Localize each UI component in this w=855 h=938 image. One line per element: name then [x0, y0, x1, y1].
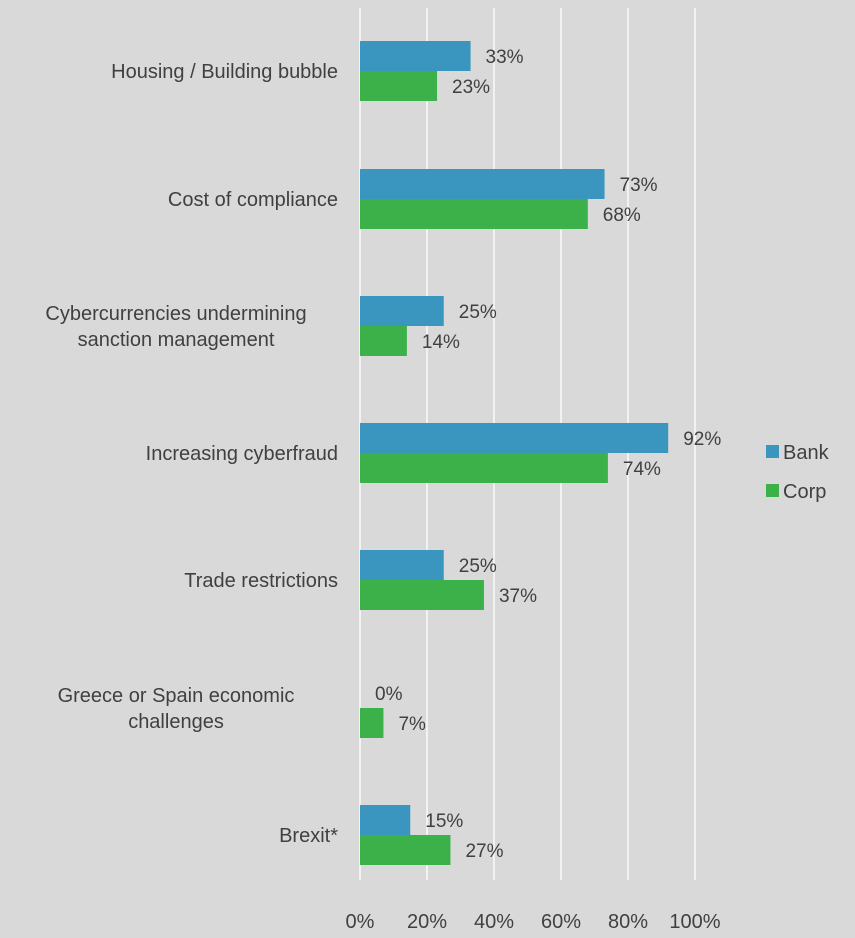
bar-bank-3: [360, 423, 669, 453]
x-tick-label: 0%: [346, 911, 375, 933]
bar-corp-5: [360, 708, 384, 738]
legend: Bank Corp: [766, 442, 830, 503]
x-tick-label: 20%: [407, 911, 447, 933]
bars: [360, 41, 669, 865]
legend-swatch-bank: [766, 445, 779, 458]
value-label-bank: 25%: [459, 556, 497, 577]
category-label: Brexit*: [279, 825, 338, 847]
x-tick-label: 80%: [608, 911, 648, 933]
category-labels: Housing / Building bubble Cost of complia…: [45, 61, 338, 847]
bar-corp-1: [360, 199, 588, 229]
category-label: Housing / Building bubble: [111, 61, 338, 83]
x-tick-label: 60%: [541, 911, 581, 933]
value-label-bank: 33%: [486, 47, 524, 68]
legend-label-corp: Corp: [783, 481, 826, 503]
category-label: Cost of compliance: [168, 189, 338, 211]
value-label-bank: 0%: [375, 684, 403, 705]
x-axis-tick-labels: 0% 20% 40% 60% 80% 100%: [346, 911, 721, 933]
category-label: Cybercurrencies undermining: [45, 303, 306, 325]
bar-corp-6: [360, 835, 451, 865]
bar-bank-6: [360, 805, 411, 835]
bar-corp-4: [360, 580, 484, 610]
value-label-corp: 37%: [499, 586, 537, 607]
value-label-corp: 7%: [398, 714, 426, 735]
bar-bank-1: [360, 169, 605, 199]
value-label-bank: 25%: [459, 302, 497, 323]
x-tick-label: 40%: [474, 911, 514, 933]
category-label: challenges: [128, 711, 224, 733]
value-label-corp: 27%: [465, 841, 503, 862]
value-labels: 33% 73% 25% 92% 25% 0% 15% 23% 68% 14% 74% 37% 7% 27%: [375, 47, 721, 862]
value-label-corp: 14%: [422, 332, 460, 353]
value-label-corp: 23%: [452, 77, 490, 98]
legend-label-bank: Bank: [783, 442, 830, 464]
bar-corp-3: [360, 453, 608, 483]
value-label-corp: 68%: [603, 205, 641, 226]
value-label-bank: 73%: [620, 175, 658, 196]
bar-bank-2: [360, 296, 444, 326]
x-tick-label: 100%: [669, 911, 720, 933]
category-label: Trade restrictions: [184, 570, 338, 592]
value-label-bank: 92%: [683, 429, 721, 450]
bar-bank-0: [360, 41, 471, 71]
category-label: Greece or Spain economic: [58, 685, 295, 707]
value-label-bank: 15%: [425, 811, 463, 832]
value-label-corp: 74%: [623, 459, 661, 480]
legend-swatch-corp: [766, 484, 779, 497]
bar-corp-0: [360, 71, 438, 101]
bar-corp-2: [360, 326, 407, 356]
category-label: sanction management: [78, 329, 275, 351]
bar-bank-4: [360, 550, 444, 580]
category-label: Increasing cyberfraud: [146, 443, 338, 465]
